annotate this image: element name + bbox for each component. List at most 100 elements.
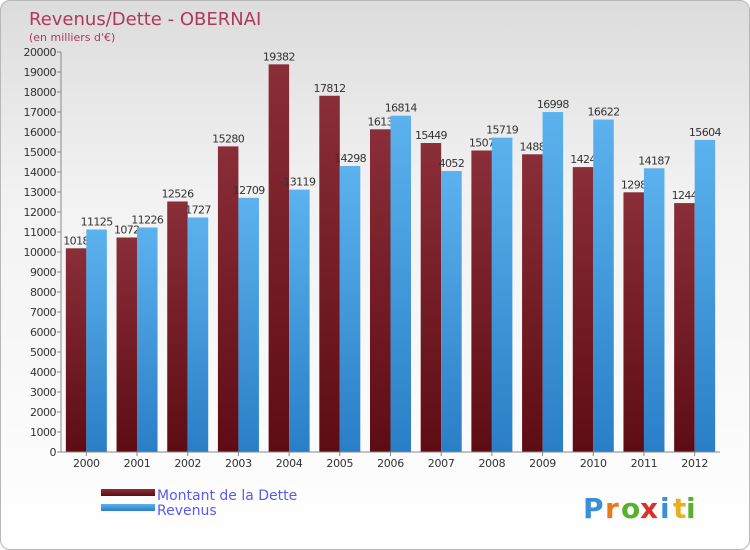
x-tick-label: 2011 <box>631 457 658 470</box>
x-tick-label: 2007 <box>428 457 455 470</box>
data-label-revenus: 16998 <box>537 98 570 111</box>
bar-revenus <box>390 115 411 452</box>
data-label-dette: 1072 <box>114 224 140 237</box>
x-tick-label: 2008 <box>478 457 505 470</box>
data-label-dette: 1507 <box>469 137 495 150</box>
logo-letter: i <box>686 492 696 525</box>
data-label-revenus: 14298 <box>334 152 367 165</box>
x-tick-label: 2006 <box>377 457 404 470</box>
logo-letter: o <box>621 492 640 525</box>
legend: Montant de la Dette Revenus <box>101 488 297 519</box>
data-label-revenus: 16622 <box>588 106 620 119</box>
logo-letter: P <box>583 492 604 525</box>
bar-dette <box>116 237 138 452</box>
x-tick-label: 2004 <box>276 457 303 470</box>
legend-label-dette: Montant de la Dette <box>157 488 297 504</box>
data-label-revenus: 15604 <box>689 126 722 139</box>
x-tick-label: 2002 <box>174 457 201 470</box>
data-label-revenus: 13119 <box>283 176 316 189</box>
x-tick-label: 2000 <box>73 457 100 470</box>
y-tick-label: 19000 <box>24 66 57 79</box>
x-tick-label: 2010 <box>580 457 607 470</box>
legend-swatch-dette <box>101 489 155 496</box>
data-label-dette: 17812 <box>314 82 346 95</box>
y-tick-label: 5000 <box>30 346 56 359</box>
data-label-dette: 12526 <box>161 187 194 200</box>
bar-revenus <box>593 119 614 452</box>
x-tick-label: 2001 <box>124 457 151 470</box>
bar-dette <box>471 150 492 452</box>
legend-item-revenus: Revenus <box>101 503 217 519</box>
data-label-dette: 1298 <box>621 178 647 191</box>
legend-label-revenus: Revenus <box>157 503 217 519</box>
x-tick-label: 2009 <box>529 457 556 470</box>
y-tick-label: 6000 <box>30 326 56 339</box>
y-tick-label: 15000 <box>24 146 57 159</box>
data-label-revenus: 4052 <box>439 157 465 170</box>
bar-revenus <box>86 229 107 452</box>
y-tick-label: 12000 <box>24 206 57 219</box>
y-tick-label: 11000 <box>24 226 57 239</box>
bar-dette <box>370 129 391 453</box>
bar-revenus <box>339 166 361 453</box>
data-label-dette: 1613 <box>367 115 393 128</box>
bar-revenus <box>238 197 259 452</box>
y-tick-label: 3000 <box>30 386 56 399</box>
data-label-revenus: 1727 <box>185 203 211 216</box>
y-tick-label: 1000 <box>30 426 56 439</box>
bar-dette <box>268 64 290 453</box>
bar-revenus <box>441 170 462 452</box>
data-label-revenus: 11125 <box>81 216 114 229</box>
bar-dette <box>623 192 644 453</box>
y-tick-label: 17000 <box>24 106 57 119</box>
bar-dette <box>217 146 239 452</box>
bar-revenus <box>542 112 564 452</box>
data-label-dette: 1244 <box>672 189 698 202</box>
bar-revenus <box>187 217 209 452</box>
y-tick-label: 4000 <box>30 366 56 379</box>
bar-revenus <box>289 189 310 452</box>
chart-subtitle: (en milliers d'€) <box>29 31 115 44</box>
data-label-revenus: 16814 <box>385 102 418 115</box>
data-label-dette: 1488 <box>520 140 546 153</box>
logo-letter: x <box>640 492 658 525</box>
bar-dette <box>420 143 442 452</box>
logo-letter: t <box>673 492 686 525</box>
logo-letter: r <box>605 492 619 525</box>
legend-item-dette: Montant de la Dette <box>101 488 297 504</box>
logo-letter: i <box>660 492 670 525</box>
data-label-dette: 1424 <box>570 153 596 166</box>
y-tick-label: 16000 <box>24 126 57 139</box>
x-axis: 2000 2001 2002 2003 2004 2005 2006 2007 2008 2009… <box>61 451 720 470</box>
legend-swatch-revenus <box>101 504 155 511</box>
y-tick-label: 18000 <box>24 86 57 99</box>
data-label-dette: 15280 <box>212 132 245 145</box>
y-tick-label: 0 <box>50 446 57 459</box>
y-axis: 0 1000 2000 3000 4000 5000 6000 7000 8000 9000 100… <box>24 46 62 459</box>
data-label-revenus: 15719 <box>486 124 519 137</box>
data-label-revenus: 12709 <box>233 184 266 197</box>
data-label-dette: 1018 <box>63 234 89 247</box>
bar-dette <box>572 167 594 452</box>
bar-dette <box>65 248 87 452</box>
bar-revenus <box>694 139 716 453</box>
x-tick-label: 2005 <box>326 457 353 470</box>
y-tick-label: 10000 <box>24 246 57 259</box>
x-tick-label: 2012 <box>681 457 708 470</box>
bar-dette <box>167 201 188 452</box>
y-tick-label: 14000 <box>24 166 57 179</box>
bar-revenus <box>491 137 513 452</box>
bar-dette <box>319 95 340 452</box>
y-tick-label: 13000 <box>24 186 57 199</box>
data-label-revenus: 11226 <box>131 213 164 226</box>
data-label-dette: 19382 <box>263 50 295 63</box>
bar-dette <box>674 203 695 452</box>
y-tick-label: 8000 <box>30 286 56 299</box>
data-label-dette: 15449 <box>415 129 448 142</box>
y-tick-label: 20000 <box>24 46 57 59</box>
x-tick-label: 2003 <box>225 457 252 470</box>
bar-dette <box>522 154 543 453</box>
